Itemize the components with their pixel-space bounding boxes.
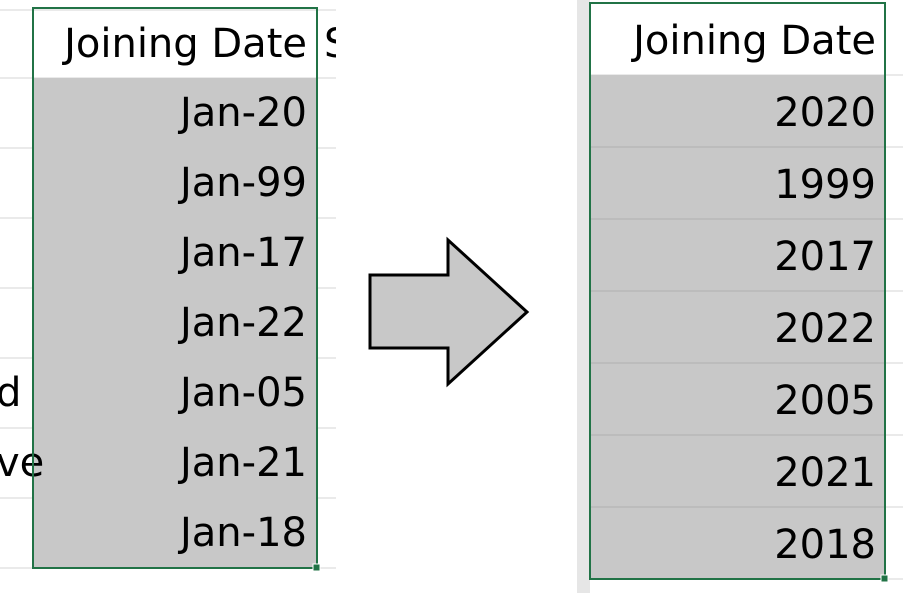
side-cell-text: ve [0, 440, 44, 486]
cell-value: Jan-22 [177, 300, 307, 346]
cell-value: Jan-21 [177, 440, 307, 486]
fill-handle [880, 574, 889, 583]
arrow [368, 236, 530, 388]
cell-value: Jan-18 [177, 510, 307, 556]
fill-handle [312, 563, 321, 572]
cell-value: Jan-17 [177, 230, 307, 276]
right-sheet: Joining Date 2020 1999 2017 2022 2005 2021 2018 [577, 0, 903, 593]
selection-border [32, 7, 318, 569]
cell-value: 2021 [774, 450, 876, 496]
selection-border [589, 2, 886, 580]
left-sheet: Joining Date S Jan-20 Jan-99 Jan-17 Jan-22 Jan… [0, 7, 349, 572]
next-column-header: S [324, 21, 349, 67]
column-header: Joining Date [61, 21, 307, 67]
selection-fill [590, 75, 885, 579]
cell-value: Jan-05 [177, 370, 307, 416]
column-header: Joining Date [630, 18, 876, 64]
cell-value: Jan-20 [177, 90, 307, 136]
cell-value: 2018 [774, 522, 876, 568]
cell-value: 2022 [774, 306, 876, 352]
cell-value: 2020 [774, 90, 876, 136]
side-cell-text: d [0, 370, 21, 416]
selection-fill [33, 78, 317, 568]
row-header-strip [577, 0, 590, 593]
cell-value: 2017 [774, 234, 876, 280]
cell-value: 1999 [774, 162, 876, 208]
cell-value: Jan-99 [177, 160, 307, 206]
cell-value: 2005 [774, 378, 876, 424]
